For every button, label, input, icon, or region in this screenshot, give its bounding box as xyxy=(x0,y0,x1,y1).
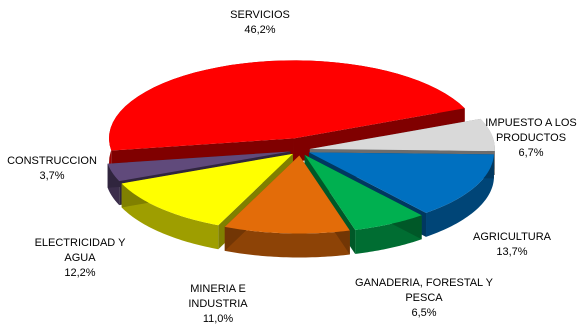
label-mineria: MINERIA E INDUSTRIA 11,0% xyxy=(168,282,268,327)
label-impuesto-value: 6,7% xyxy=(518,147,544,159)
label-agricultura-value: 13,7% xyxy=(496,246,528,258)
label-impuesto-name: IMPUESTO A LOS PRODUCTOS xyxy=(485,117,577,144)
slice-electricidad-top xyxy=(121,153,293,226)
slice-agricultura-side xyxy=(426,154,494,237)
slice-agricultura-top xyxy=(308,152,494,213)
label-mineria-name: MINERIA E INDUSTRIA xyxy=(188,283,248,310)
label-mineria-value: 11,0% xyxy=(202,313,234,325)
label-agricultura: AGRICULTURA 13,7% xyxy=(462,230,562,260)
label-servicios: SERVICIOS 46,2% xyxy=(205,8,315,38)
slice-mineria-side xyxy=(224,226,350,258)
label-servicios-value: 46,2% xyxy=(244,24,276,36)
slice-construccion-top xyxy=(107,151,291,182)
slice-impuesto-top xyxy=(309,118,495,151)
label-construccion: CONSTRUCCION 3,7% xyxy=(0,154,104,184)
label-electricidad-value: 12,2% xyxy=(64,267,96,279)
slice-electricidad-side xyxy=(121,183,219,250)
label-impuesto: IMPUESTO A LOS PRODUCTOS 6,7% xyxy=(476,116,581,161)
label-ganaderia: GANADERIA, FORESTAL Y PESCA 6,5% xyxy=(354,276,494,321)
label-ganaderia-value: 6,5% xyxy=(411,307,437,319)
slice-mineria-top xyxy=(224,155,350,234)
label-electricidad: ELECTRICIDAD Y AGUA 12,2% xyxy=(30,236,130,281)
label-agricultura-name: AGRICULTURA xyxy=(472,231,552,243)
slice-ganaderia-top xyxy=(304,154,422,230)
label-electricidad-name: ELECTRICIDAD Y AGUA xyxy=(34,237,126,264)
label-construccion-value: 3,7% xyxy=(39,170,65,182)
label-construccion-name: CONSTRUCCION xyxy=(7,155,97,167)
slice-mineria xyxy=(224,155,350,258)
label-servicios-name: SERVICIOS xyxy=(230,9,290,21)
label-ganaderia-name: GANADERIA, FORESTAL Y PESCA xyxy=(355,277,493,304)
slice-servicios-top xyxy=(109,60,465,151)
